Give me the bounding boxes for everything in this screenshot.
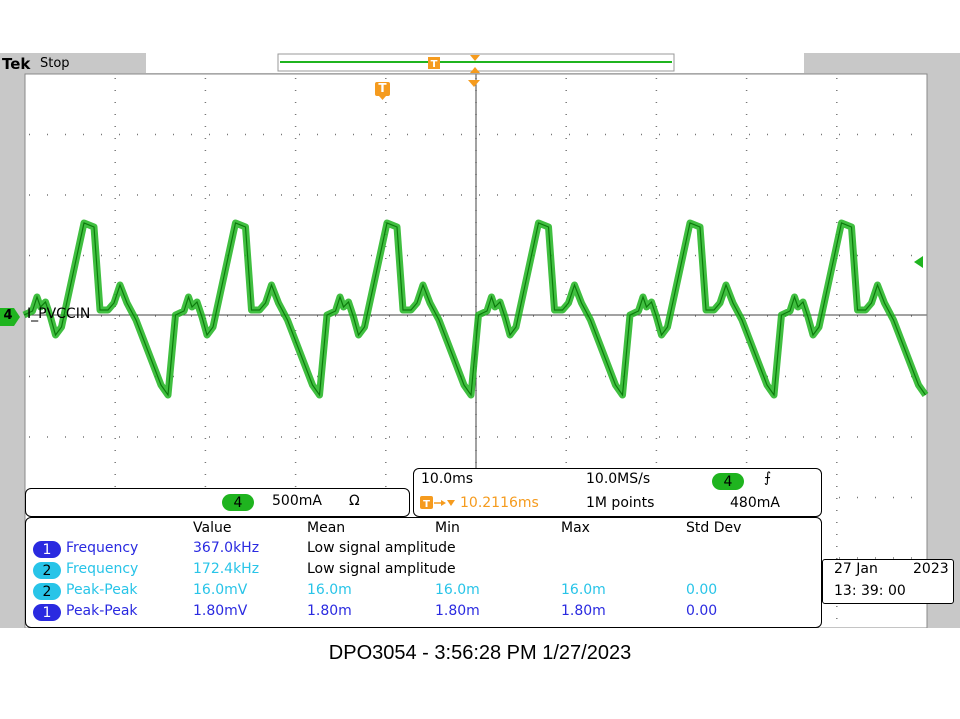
trigger-source-badge: 4 — [712, 473, 744, 490]
datetime-panel: 27 Jan 2023 13: 39: 00 — [822, 559, 954, 604]
time: 13: 39: 00 — [834, 583, 906, 599]
record-trigger-icon — [428, 57, 440, 69]
column-header-value: Value — [193, 520, 232, 536]
timebase-panel[interactable]: 10.0ms 10.0MS/s 4 ⨍ T 10.2116ms 1M point… — [413, 468, 822, 517]
ch4-ground-marker[interactable]: 4 — [0, 307, 22, 327]
ch4-waveform-core — [23, 222, 926, 397]
svg-text:T: T — [423, 499, 430, 510]
meas-channel-badge: 1 — [33, 604, 61, 621]
meas-std: 0.00 — [686, 582, 718, 598]
meas-min: 16.0m — [435, 582, 480, 598]
impedance-symbol: Ω — [349, 493, 360, 509]
trigger-delay: 10.2116ms — [460, 495, 539, 511]
trigger-level-marker-icon — [912, 253, 924, 272]
meas-std: 0.00 — [686, 603, 718, 619]
trigger-position-icon[interactable]: T — [375, 81, 390, 100]
meas-channel-badge: 2 — [33, 583, 61, 600]
record-length: 1M points — [586, 495, 655, 511]
trigger-level: 480mA — [730, 495, 780, 511]
meas-max: 16.0m — [561, 582, 606, 598]
column-header-min: Min — [435, 520, 460, 536]
meas-channel-badge: 2 — [33, 562, 61, 579]
trigger-delay-icon: T — [420, 495, 458, 515]
meas-mean: 16.0m — [307, 582, 352, 598]
svg-text:T: T — [431, 59, 438, 70]
date: 27 Jan — [834, 561, 878, 577]
meas-name: Peak-Peak — [66, 603, 138, 619]
graticule-border — [24, 73, 928, 628]
trigger-time-marker-icon — [467, 73, 481, 92]
meas-name: Peak-Peak — [66, 582, 138, 598]
brand-logo: Tek — [2, 55, 31, 73]
time-per-div: 10.0ms — [421, 471, 474, 487]
record-view-bar: T — [146, 53, 804, 73]
meas-value: 16.0mV — [193, 582, 248, 598]
sample-rate: 10.0MS/s — [586, 471, 651, 487]
meas-channel-badge: 1 — [33, 541, 61, 558]
meas-value: 367.0kHz — [193, 540, 260, 556]
year: 2023 — [913, 561, 949, 577]
screenshot-caption: DPO3054 - 3:56:28 PM 1/27/2023 — [328, 642, 632, 664]
meas-note: Low signal amplitude — [307, 540, 456, 556]
meas-min: 1.80m — [435, 603, 480, 619]
channel-readout-panel[interactable]: 4 500mA Ω — [25, 488, 410, 517]
meas-name: Frequency — [66, 540, 139, 556]
ch4-badge: 4 — [222, 494, 254, 511]
vertical-scale: 500mA — [272, 493, 322, 509]
record-position-icon — [470, 55, 480, 61]
meas-value: 1.80mV — [193, 603, 248, 619]
column-header-mean: Mean — [307, 520, 346, 536]
acquisition-state: Stop — [40, 56, 70, 71]
meas-name: Frequency — [66, 561, 139, 577]
measurements-panel[interactable]: Value Mean Min Max Std Dev 1 Frequency 367… — [25, 517, 822, 628]
column-header-std-dev: Std Dev — [686, 520, 742, 536]
meas-note: Low signal amplitude — [307, 561, 456, 577]
meas-value: 172.4kHz — [193, 561, 260, 577]
meas-mean: 1.80m — [307, 603, 352, 619]
record-window-indicator: T — [277, 53, 675, 73]
channel-name-label: I_PVCCIN — [27, 306, 91, 322]
trigger-slope-icon: ⨍ — [764, 470, 772, 486]
column-header-max: Max — [561, 520, 590, 536]
meas-max: 1.80m — [561, 603, 606, 619]
